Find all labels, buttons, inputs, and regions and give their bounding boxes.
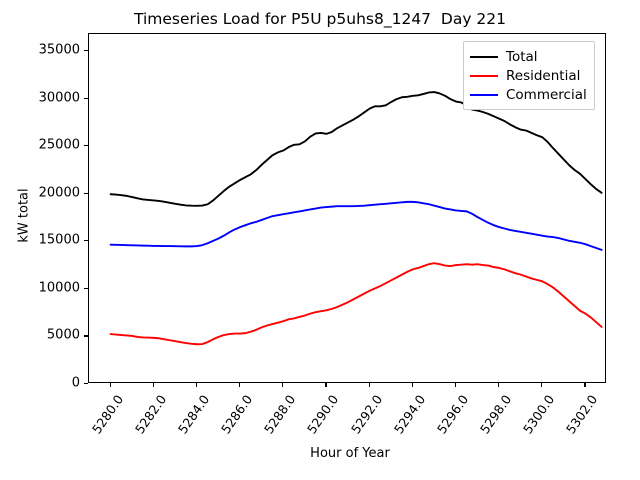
legend-item: Residential	[470, 66, 587, 85]
y-tick-mark	[84, 335, 88, 337]
y-tick-label: 25000	[38, 137, 80, 153]
chart-title: Timeseries Load for P5U p5uhs8_1247 Day …	[133, 10, 507, 28]
x-tick-label: 5290.0	[304, 392, 342, 437]
x-tick-mark	[411, 383, 413, 387]
plot-lines	[109, 91, 603, 346]
y-tick-label: 5000	[46, 327, 80, 343]
legend-swatch-commercial	[470, 93, 498, 96]
legend-swatch-residential	[470, 74, 498, 77]
x-tick-label: 5296.0	[433, 392, 472, 437]
y-tick-mark	[84, 50, 88, 52]
x-tick-mark	[584, 383, 586, 387]
y-tick-label: 35000	[38, 42, 80, 58]
x-tick-label: 5292.0	[347, 392, 385, 437]
legend-label-total: Total	[506, 48, 538, 65]
y-tick-mark	[84, 145, 88, 147]
y-tick-label: 20000	[38, 185, 80, 201]
x-tick-mark	[152, 383, 154, 387]
y-tick-label: 30000	[38, 90, 80, 106]
x-tick-mark	[368, 383, 370, 387]
y-tick-mark	[84, 97, 88, 99]
x-tick-mark	[498, 383, 500, 387]
plot-area	[88, 33, 606, 383]
legend-item: Total	[470, 47, 587, 66]
x-axis-label: Hour of Year	[310, 446, 390, 461]
x-tick-mark	[282, 383, 284, 387]
legend-swatch-total	[470, 55, 498, 58]
x-tick-label: 5288.0	[261, 392, 299, 437]
x-tick-mark	[454, 383, 456, 387]
x-tick-label: 5298.0	[476, 392, 515, 437]
y-axis-tick-labels: 0 5000 10000 15000 20000 25000 30000 35000	[0, 33, 80, 391]
series-line-commercial	[109, 200, 603, 251]
y-tick-label: 15000	[38, 232, 80, 248]
chart-legend: Total Residential Commercial	[463, 41, 595, 110]
series-line-residential	[109, 262, 603, 346]
x-tick-label: 5282.0	[131, 392, 170, 437]
x-tick-mark	[195, 383, 197, 387]
x-tick-label: 5302.0	[563, 392, 601, 437]
x-tick-mark	[325, 383, 327, 387]
x-tick-label: 5280.0	[88, 392, 126, 437]
y-tick-mark	[84, 240, 88, 242]
x-tick-label: 5300.0	[520, 392, 558, 437]
x-tick-label: 5286.0	[217, 392, 256, 437]
legend-label-residential: Residential	[506, 67, 581, 84]
y-tick-label: 10000	[38, 280, 80, 296]
x-tick-label: 5284.0	[174, 392, 213, 437]
y-tick-mark	[84, 383, 88, 385]
x-tick-mark	[109, 383, 111, 387]
y-tick-mark	[84, 287, 88, 289]
legend-label-commercial: Commercial	[506, 86, 587, 103]
series-line-total	[109, 91, 603, 207]
x-tick-mark	[541, 383, 543, 387]
legend-item: Commercial	[470, 85, 587, 104]
x-tick-label: 5294.0	[390, 392, 429, 437]
x-tick-mark	[239, 383, 241, 387]
y-tick-label: 0	[71, 375, 80, 391]
y-tick-mark	[84, 192, 88, 194]
